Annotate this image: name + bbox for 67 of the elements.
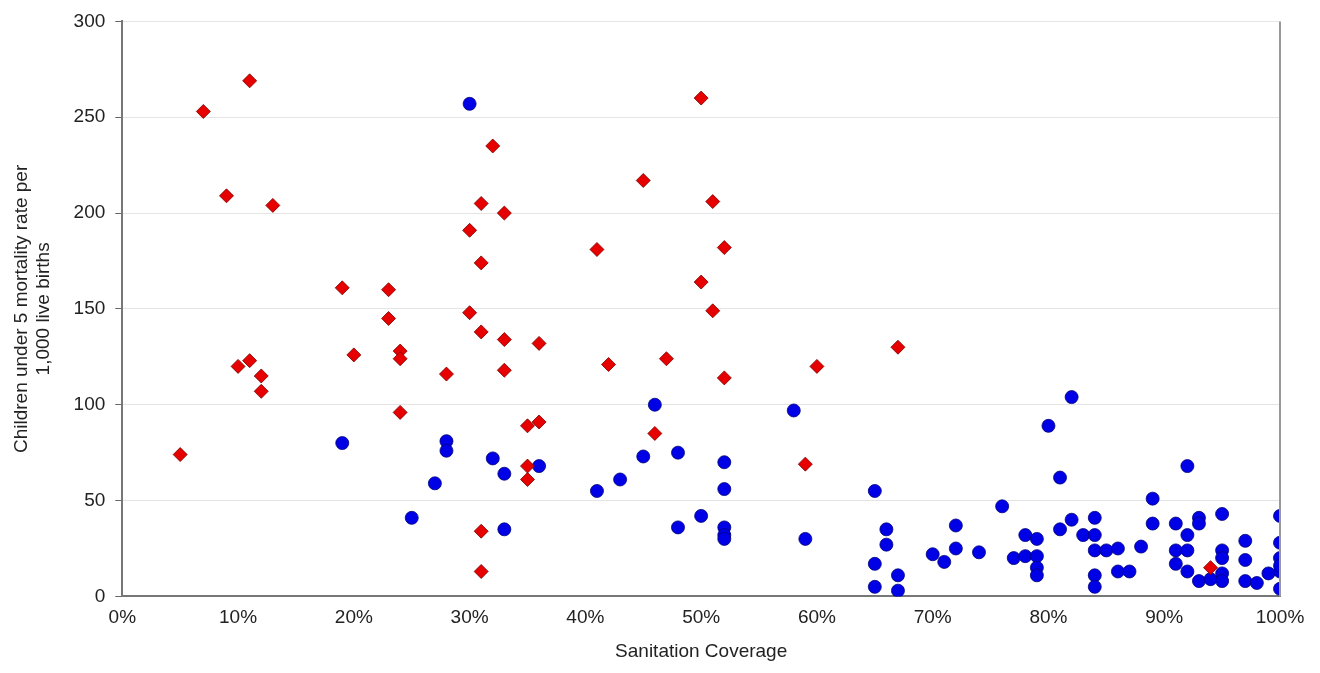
x-tick-label: 20% (334, 606, 373, 628)
x-tick-label: 50% (682, 606, 721, 628)
point (473, 196, 489, 211)
y-tick-label: 150 (73, 297, 106, 319)
point (797, 456, 813, 472)
x-tick-label: 90% (1145, 606, 1184, 628)
point (462, 222, 478, 238)
point (265, 198, 281, 213)
x-tick-label: 30% (450, 606, 489, 628)
point (520, 418, 535, 434)
point (195, 104, 211, 119)
point (693, 274, 709, 290)
x-tick-label: 60% (797, 606, 837, 628)
x-tick-label: 80% (1029, 606, 1068, 628)
x-axis-title: Sanitation Coverage (615, 639, 788, 661)
point (809, 359, 825, 374)
point (462, 305, 478, 321)
point (589, 242, 605, 257)
point (890, 339, 906, 355)
y-axis-title: Children under 5 mortality rate per 1,000 live births (9, 164, 54, 454)
point (230, 359, 246, 374)
point (392, 405, 408, 420)
point (346, 347, 362, 363)
point (601, 357, 616, 372)
y-tick-label: 200 (73, 201, 106, 223)
point (392, 351, 408, 367)
point (485, 138, 501, 154)
point (1203, 560, 1218, 576)
y-tick-label: 250 (73, 105, 106, 127)
point (496, 205, 512, 221)
point (381, 311, 396, 326)
point (705, 194, 721, 209)
point (693, 90, 709, 106)
point (496, 332, 512, 347)
point (334, 280, 350, 296)
point (520, 472, 535, 487)
point (635, 173, 651, 188)
x-tick-label: 100% (1255, 606, 1305, 628)
point (659, 351, 674, 367)
point (253, 383, 269, 399)
point (520, 458, 535, 474)
point (219, 188, 234, 204)
y-tick-label: 0 (94, 584, 106, 606)
y-tick-label: 300 (73, 9, 106, 31)
y-tick-label: 50 (84, 488, 106, 510)
point (705, 303, 721, 319)
point (253, 368, 269, 384)
point (647, 426, 663, 441)
point (439, 366, 454, 382)
point (473, 324, 489, 340)
x-tick-label: 70% (913, 606, 952, 628)
x-tick-label: 40% (566, 606, 605, 628)
x-tick-label: 10% (219, 606, 258, 628)
point (172, 447, 188, 462)
point (716, 370, 732, 386)
y-tick-label: 100 (73, 392, 106, 414)
point (716, 240, 732, 255)
point (381, 282, 396, 298)
point (473, 564, 489, 579)
point (496, 362, 512, 378)
x-tick-label: 0% (108, 606, 137, 628)
point (242, 353, 258, 369)
point (531, 336, 547, 351)
point (473, 255, 489, 271)
point (473, 523, 489, 539)
point (242, 73, 258, 89)
point (531, 414, 547, 430)
